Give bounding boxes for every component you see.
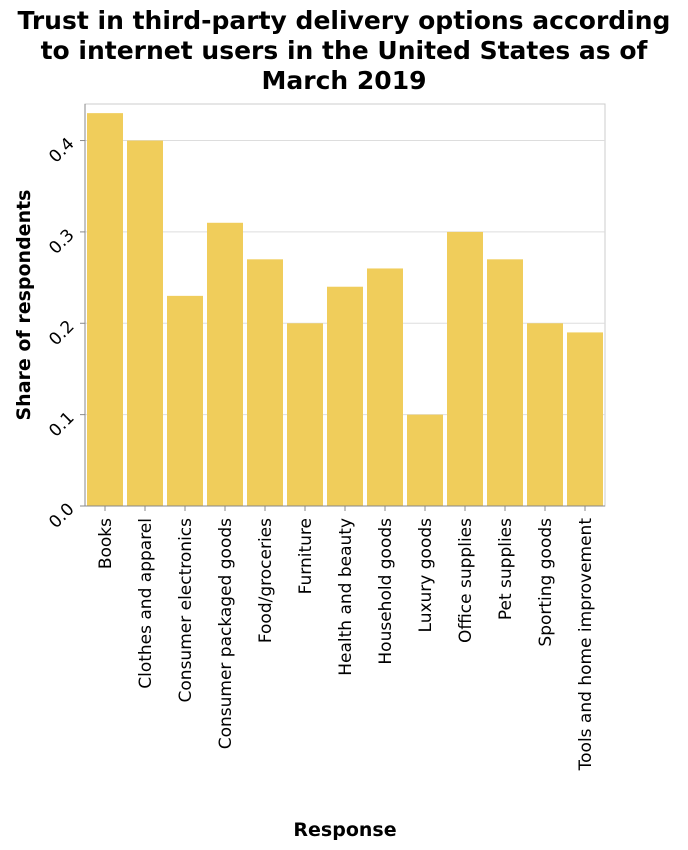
bar-office-supplies bbox=[447, 231, 483, 506]
x-tick-label: Consumer packaged goods bbox=[216, 518, 236, 749]
x-tick-label: Pet supplies bbox=[496, 518, 516, 620]
bar-food-groceries bbox=[247, 259, 283, 506]
x-tick-label: Sporting goods bbox=[536, 518, 556, 647]
bar-books bbox=[87, 113, 123, 507]
x-tick-label: Household goods bbox=[376, 518, 396, 665]
x-tick-label: Furniture bbox=[296, 518, 316, 594]
x-tick-label: Consumer electronics bbox=[176, 518, 196, 703]
y-axis-title: Share of respondents bbox=[13, 190, 35, 421]
x-tick-label: Clothes and apparel bbox=[136, 518, 156, 689]
x-tick-label: Health and beauty bbox=[336, 518, 356, 676]
x-tick-label: Books bbox=[96, 518, 116, 569]
x-axis-ticks: Books Clothes and apparel Consumer electro… bbox=[96, 506, 596, 771]
y-tick-label: 0.3 bbox=[45, 225, 78, 258]
bar-pet-supplies bbox=[487, 259, 523, 506]
x-tick-label: Tools and home improvement bbox=[576, 518, 596, 772]
bar-consumer-electronics bbox=[167, 295, 203, 506]
bar-household-goods bbox=[367, 268, 403, 506]
bar-luxury-goods bbox=[407, 414, 443, 506]
bar-health-and-beauty bbox=[327, 286, 363, 506]
x-tick-label: Food/groceries bbox=[256, 518, 276, 643]
x-axis-title: Response bbox=[293, 819, 396, 841]
chart-title: Trust in third-party delivery options ac… bbox=[17, 6, 671, 95]
y-tick-label: 0.4 bbox=[45, 134, 78, 167]
y-tick-label: 0.1 bbox=[45, 408, 78, 441]
bar-clothes-and-apparel bbox=[127, 140, 163, 506]
x-tick-label: Luxury goods bbox=[416, 518, 436, 633]
bar-sporting-goods bbox=[527, 323, 563, 506]
bars bbox=[87, 113, 603, 507]
bar-furniture bbox=[287, 323, 323, 506]
bar-tools-and-home-improvement bbox=[567, 332, 603, 506]
y-tick-label: 0.0 bbox=[45, 499, 78, 532]
bar-consumer-packaged-goods bbox=[207, 222, 243, 507]
y-tick-label: 0.2 bbox=[45, 317, 78, 350]
x-tick-label: Office supplies bbox=[456, 518, 476, 643]
y-axis-ticks: 0.0 0.1 0.2 0.3 0.4 bbox=[45, 134, 85, 533]
